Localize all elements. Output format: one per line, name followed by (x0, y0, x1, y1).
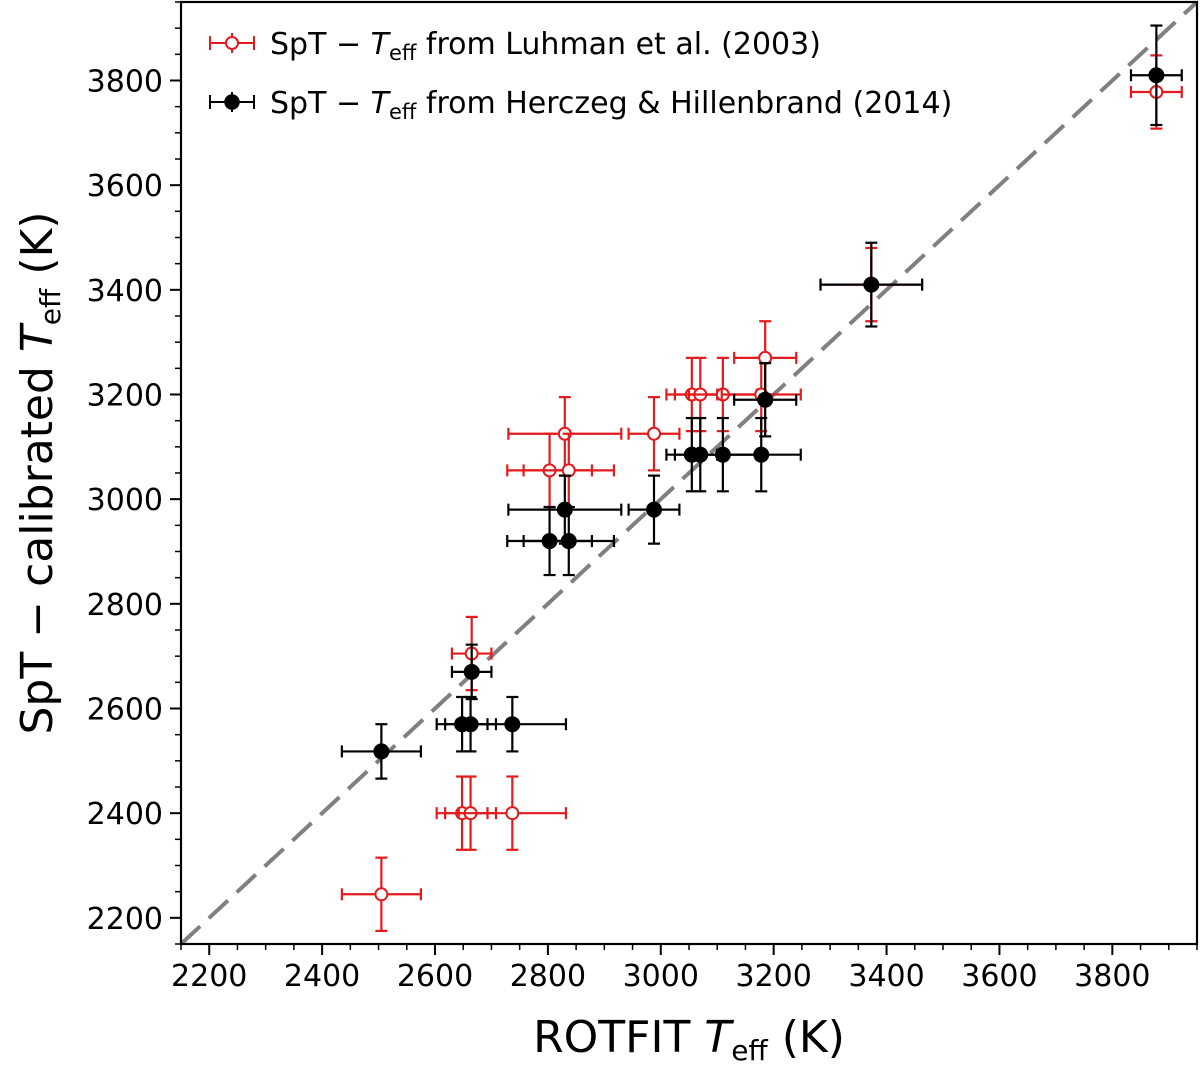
data-point (819, 241, 924, 328)
data-point (1129, 24, 1183, 127)
marker-filled-circle (863, 276, 880, 293)
x-tick-label: 3400 (848, 959, 924, 994)
marker-filled-circle (373, 743, 390, 760)
y-tick-label: 3800 (87, 65, 163, 100)
y-tick-label: 3600 (87, 169, 163, 204)
y-tick-label: 3200 (87, 379, 163, 414)
data-point (522, 505, 616, 577)
series-herczeg-hillenbrand-2014 (340, 24, 1183, 780)
marker-open-circle (647, 426, 662, 441)
y-tick-label: 3400 (87, 274, 163, 309)
x-tick-label: 2400 (284, 959, 360, 994)
data-point (627, 396, 681, 472)
x-tick-label: 2800 (510, 959, 586, 994)
data-point (733, 362, 798, 438)
x-axis-ticks: 2200 2400 2600 2800 3000 3200 3400 3600 3800 (171, 944, 1198, 994)
marker-filled-circle (556, 501, 573, 518)
legend-marker-luhman (209, 33, 255, 53)
y-tick-label: 2600 (87, 693, 163, 728)
y-axis-title: SpT − calibrated Teff (K) (12, 212, 67, 735)
y-tick-label: 2200 (87, 902, 163, 937)
marker-filled-circle (1148, 67, 1165, 84)
x-tick-label: 3600 (961, 959, 1037, 994)
x-tick-label: 3800 (1074, 959, 1150, 994)
legend-label-luhman: SpT − Teff from Luhman et al. (2003) (270, 27, 821, 65)
marker-open-circle (505, 806, 520, 821)
data-point (457, 695, 568, 753)
legend: SpT − Teff from Luhman et al. (2003) SpT… (209, 27, 952, 124)
data-point (340, 723, 422, 780)
x-tick-label: 3200 (735, 959, 811, 994)
x-tick-label: 2600 (397, 959, 473, 994)
y-axis-ticks: 2200 2400 2600 2800 3000 3200 3400 3600 3800 (87, 1, 181, 945)
series-layer (340, 24, 1183, 933)
marker-filled-circle (504, 716, 521, 733)
marker-filled-circle (560, 533, 577, 550)
marker-filled-circle (753, 446, 770, 463)
marker-filled-circle (646, 501, 663, 518)
data-point (340, 856, 422, 933)
x-tick-label: 3000 (623, 959, 699, 994)
x-tick-label: 2200 (171, 959, 247, 994)
x-axis-title: ROTFIT Teff (K) (533, 1012, 845, 1067)
legend-marker-herczeg (209, 92, 255, 112)
y-tick-label: 2400 (87, 797, 163, 832)
data-point (450, 643, 493, 701)
data-point (457, 775, 568, 851)
one-to-one-reference-line (179, 0, 1199, 946)
marker-filled-circle (463, 663, 480, 680)
marker-open-circle (374, 887, 389, 902)
reference-line-layer (179, 0, 1199, 946)
legend-label-herczeg: SpT − Teff from Herczeg & Hillenbrand (2… (270, 86, 952, 124)
y-tick-label: 2800 (87, 588, 163, 623)
data-point (627, 474, 681, 545)
y-tick-label: 3000 (87, 483, 163, 518)
marker-filled-circle (757, 391, 774, 408)
